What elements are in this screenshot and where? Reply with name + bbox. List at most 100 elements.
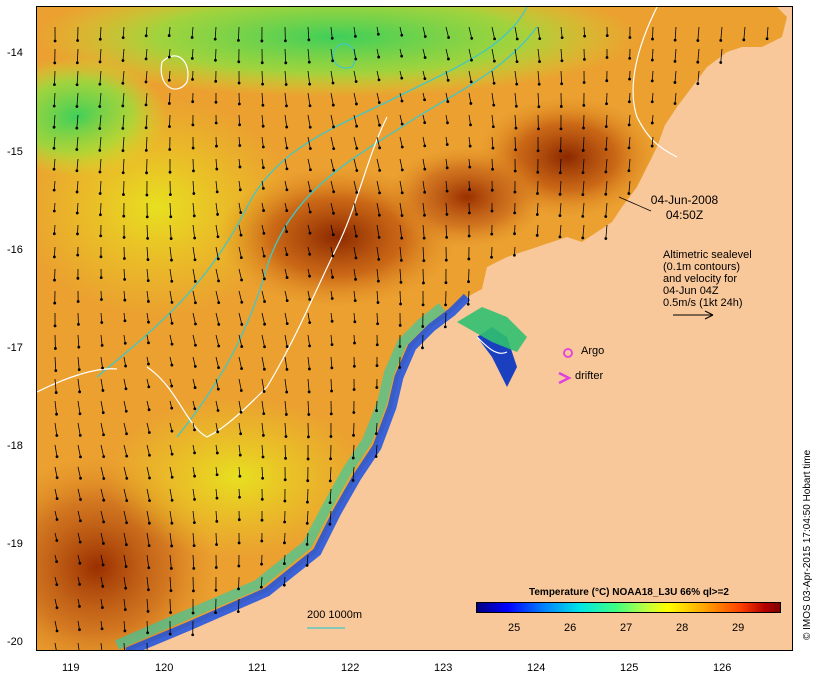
sealevel-contour-3: [160, 55, 189, 90]
velocity-vector-head: [375, 386, 379, 389]
velocity-vector: [330, 224, 334, 235]
velocity-vector-head: [468, 165, 472, 169]
velocity-vector-head: [193, 451, 196, 455]
velocity-vector-head: [515, 60, 519, 64]
velocity-vector: [491, 158, 493, 170]
velocity-vector: [422, 202, 425, 216]
velocity-vector: [146, 620, 149, 633]
velocity-vector: [376, 114, 380, 126]
velocity-vector: [582, 224, 585, 238]
velocity-vector-head: [237, 38, 240, 42]
velocity-vector: [146, 400, 150, 410]
velocity-vector: [77, 510, 81, 521]
velocity-vector-head: [79, 455, 82, 459]
isobath-loop: [332, 43, 356, 69]
velocity-vector-head: [78, 604, 81, 608]
velocity-vector-head: [399, 280, 403, 284]
velocity-vector-head: [423, 56, 427, 59]
velocity-vector-head: [147, 431, 151, 434]
y-tick-label: -19: [7, 538, 23, 550]
velocity-vector: [605, 158, 608, 172]
velocity-vector: [376, 180, 380, 193]
velocity-vector-head: [144, 103, 148, 107]
velocity-vector-head: [191, 633, 195, 637]
velocity-vector-head: [673, 102, 677, 105]
velocity-vector-head: [423, 167, 427, 171]
velocity-vector: [77, 400, 81, 414]
velocity-vector-head: [422, 259, 426, 263]
velocity-vector-head: [170, 258, 173, 262]
velocity-vector-head: [285, 209, 289, 212]
velocity-vector-head: [490, 255, 493, 259]
velocity-vector-head: [355, 124, 359, 128]
velocity-vector: [123, 356, 127, 367]
velocity-vector-head: [146, 631, 150, 635]
velocity-vector: [468, 26, 473, 39]
velocity-vector-head: [628, 56, 632, 60]
velocity-vector-head: [260, 39, 264, 43]
velocity-vector: [169, 466, 173, 478]
sst-map[interactable]: 04-Jun-2008 04:50Z Altimetric sealevel (…: [36, 6, 793, 651]
velocity-vector: [54, 444, 58, 457]
velocity-vector-head: [192, 521, 196, 524]
velocity-vector-head: [491, 125, 495, 129]
velocity-vector-head: [76, 232, 79, 236]
velocity-vector: [100, 400, 104, 413]
velocity-vector: [353, 180, 358, 193]
x-tick-label: 119: [62, 662, 80, 674]
velocity-vector: [215, 400, 219, 411]
velocity-vector-head: [216, 257, 220, 261]
velocity-vector: [444, 312, 447, 327]
velocity-vector: [123, 400, 127, 412]
velocity-vector: [146, 444, 150, 456]
velocity-vector-head: [282, 562, 286, 566]
velocity-vector: [145, 26, 148, 36]
velocity-vector: [284, 422, 287, 437]
velocity-vector-head: [353, 299, 357, 303]
velocity-vector-head: [398, 345, 402, 348]
velocity-vector-head: [285, 322, 289, 326]
velocity-vector-head: [627, 192, 631, 195]
velocity-vector-head: [308, 367, 311, 371]
velocity-vector-head: [446, 78, 450, 82]
velocity-vector: [514, 92, 517, 107]
velocity-vector-head: [423, 77, 427, 81]
velocity-vector-head: [490, 232, 494, 236]
velocity-vector-head: [52, 167, 56, 171]
velocity-vector: [514, 136, 516, 150]
velocity-vector-head: [377, 101, 381, 104]
velocity-vector: [307, 312, 311, 323]
velocity-vector-head: [101, 563, 105, 567]
velocity-vector-head: [147, 588, 150, 592]
velocity-vector: [284, 400, 287, 415]
velocity-vector-head: [285, 167, 289, 171]
velocity-vector-head: [535, 234, 539, 237]
velocity-vector-head: [445, 166, 449, 170]
velocity-vector: [352, 466, 355, 481]
colorbar-tick-label: 25: [508, 622, 521, 634]
velocity-vector-head: [354, 256, 358, 260]
velocity-vector-head: [191, 123, 195, 127]
velocity-vector: [192, 378, 196, 388]
velocity-vector-head: [378, 168, 382, 172]
velocity-vector: [467, 290, 470, 305]
velocity-vector-head: [377, 55, 381, 59]
velocity-vector-head: [99, 213, 102, 217]
velocity-vector-head: [102, 433, 105, 437]
velocity-vector: [307, 70, 311, 85]
velocity-vector-head: [305, 543, 309, 546]
velocity-vector: [146, 532, 150, 546]
velocity-vector: [422, 136, 426, 146]
velocity-vector-head: [79, 498, 82, 501]
velocity-vector: [284, 114, 288, 128]
velocity-vector-head: [581, 236, 585, 240]
velocity-vector: [169, 510, 173, 524]
velocity-vector-head: [308, 321, 312, 325]
velocity-vector-head: [53, 278, 56, 282]
velocity-vector-head: [98, 105, 102, 108]
velocity-vector-head: [75, 83, 79, 87]
velocity-vector-head: [144, 57, 148, 61]
velocity-vector: [77, 224, 79, 234]
velocity-vector-head: [121, 59, 125, 62]
velocity-scale-arrowhead: [704, 310, 714, 320]
